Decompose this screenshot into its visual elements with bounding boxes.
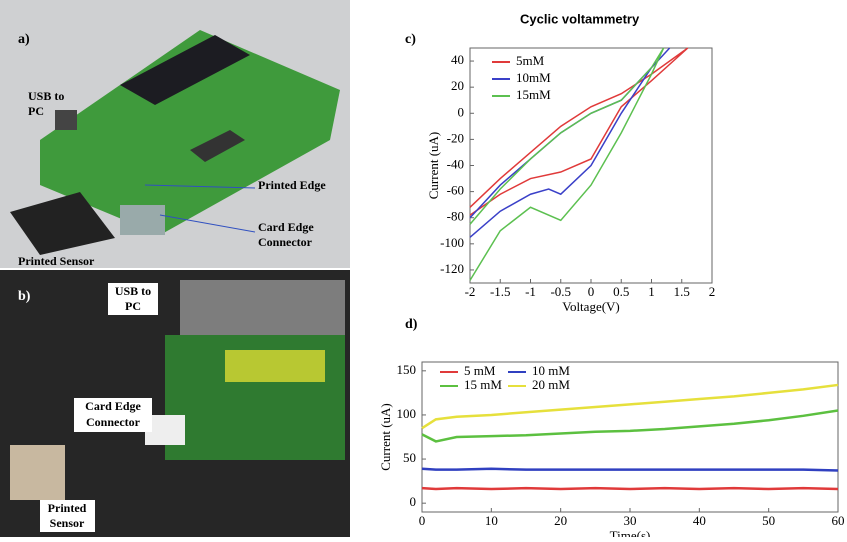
y-tick-label: 150 [397,362,417,377]
x-axis-label: Time(s) [610,528,651,537]
x-tick-label: 50 [762,513,775,528]
y-tick-label: 100 [397,406,417,421]
annotation: Connector [86,415,141,429]
legend-label: 5mM [516,53,545,68]
series-line [422,469,838,471]
annotation: PC [125,299,141,313]
legend-label: 20 mM [532,377,570,392]
connector [120,205,165,235]
x-tick-label: 1.5 [674,284,690,299]
x-tick-label: -2 [465,284,476,299]
annotation: Printed [48,501,87,515]
series-line [470,48,664,280]
y-axis-label: Current (uA) [378,403,393,471]
y-tick-label: 40 [451,52,464,67]
x-tick-label: -1 [525,284,536,299]
annotation: PC [28,104,44,118]
y-tick-label: -100 [440,235,464,250]
chart-title: Cyclic voltammetry [520,11,640,26]
annotation: Printed Sensor [18,254,95,268]
y-tick-label: -20 [447,130,464,145]
y-tick-label: 20 [451,78,464,93]
x-tick-label: 1 [648,284,655,299]
annotation: Card Edge [258,220,314,234]
y-tick-label: -40 [447,156,464,171]
sensor [10,445,65,500]
annotation: USB to [28,89,64,103]
annotation: Connector [258,235,313,249]
legend-label: 5 mM [464,363,496,378]
series-line [422,488,838,489]
x-tick-label: 2 [709,284,716,299]
series-line [470,48,688,215]
panel-label: d) [405,317,418,332]
x-tick-label: 30 [624,513,637,528]
annotation: Card Edge [85,399,141,413]
x-tick-label: 0.5 [613,284,629,299]
figure: a) USB to PC Printed Edge Card Edge Conn… [0,0,847,537]
legend-label: 15mM [516,87,551,102]
annotation: USB to [115,284,151,298]
y-axis-label: Current (uA) [426,132,441,200]
y-tick-label: 50 [403,450,416,465]
y-tick-label: 0 [410,494,417,509]
x-tick-label: 0 [419,513,426,528]
x-tick-label: -0.5 [550,284,571,299]
x-tick-label: 10 [485,513,498,528]
annotation: Sensor [50,516,85,530]
y-tick-label: 0 [458,104,465,119]
x-tick-label: 60 [832,513,845,528]
panel-b: b) USB to PC Card Edge Connector Printed… [0,270,350,537]
panel-label: a) [18,32,30,47]
legend-label: 15 mM [464,377,502,392]
panel-label: b) [18,289,31,304]
panel-a: a) USB to PC Printed Edge Card Edge Conn… [0,0,350,268]
usb-port [55,110,77,130]
y-tick-label: -60 [447,183,464,198]
lcd [225,350,325,382]
x-tick-label: 0 [588,284,595,299]
x-tick-label: 20 [554,513,567,528]
x-tick-label: 40 [693,513,706,528]
x-axis-label: Voltage(V) [562,299,620,314]
annotation: Printed Edge [258,178,326,192]
legend-label: 10mM [516,70,551,85]
y-tick-label: -120 [440,261,464,276]
y-tick-label: -80 [447,209,464,224]
panel-label: c) [405,32,416,47]
legend-label: 10 mM [532,363,570,378]
x-tick-label: -1.5 [490,284,511,299]
